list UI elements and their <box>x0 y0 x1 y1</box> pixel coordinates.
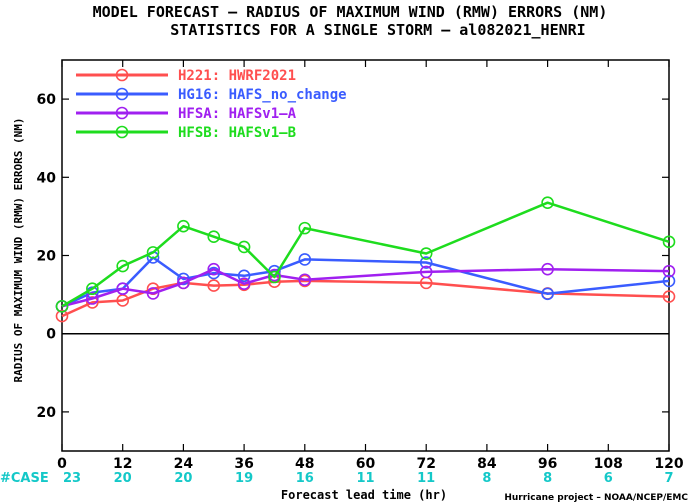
data-point <box>86 292 99 305</box>
case-count: 11 <box>417 471 435 486</box>
data-point <box>662 274 676 288</box>
data-point <box>86 296 99 309</box>
data-point <box>237 269 251 283</box>
data-point <box>207 230 221 244</box>
plot-area <box>61 59 670 452</box>
data-point <box>662 290 676 303</box>
legend-marker <box>115 125 129 139</box>
x-tick-label: 96 <box>538 456 557 472</box>
data-point <box>541 196 554 210</box>
chart-subtitle: STATISTICS FOR A SINGLE STORM – al082021… <box>170 21 585 39</box>
series-0 <box>55 274 676 323</box>
y-tick-label: 20 <box>37 249 57 265</box>
y-tick-label: 0 <box>46 327 56 343</box>
case-count: 11 <box>356 471 374 486</box>
x-axis-label: Forecast lead time (hr) <box>281 488 447 502</box>
case-row-label: #CASE <box>0 471 49 486</box>
series-line <box>61 201 670 308</box>
series-2 <box>55 262 676 313</box>
legend-label: H221: HWRF2021 <box>178 68 296 84</box>
y-tick-label: 40 <box>37 170 57 186</box>
data-point <box>86 282 99 296</box>
plot-frame <box>61 59 670 452</box>
series-3 <box>55 196 676 313</box>
legend: H221: HWRF2021 HG16: HAFS_no_change HFSA: … <box>76 68 347 141</box>
data-point <box>237 277 251 290</box>
x-tick-label: 72 <box>416 456 435 472</box>
data-point <box>419 265 433 279</box>
case-count-row: #CASE 23 20 20 19 16 11 11 8 8 6 7 <box>0 471 674 486</box>
data-point <box>662 235 676 249</box>
x-tick-label: 24 <box>174 456 194 472</box>
x-axis-ticks: 0 12 24 36 48 60 72 84 96 108 120 <box>57 60 684 472</box>
data-point <box>146 246 160 259</box>
data-point <box>419 247 433 260</box>
x-tick-label: 36 <box>234 456 253 472</box>
data-point <box>177 272 190 286</box>
case-count: 19 <box>235 471 253 486</box>
x-tick-label: 48 <box>295 456 314 472</box>
x-tick-label: 108 <box>594 456 623 472</box>
data-point <box>298 253 312 266</box>
x-tick-label: 12 <box>113 456 132 472</box>
legend-label: HFSB: HAFSv1–B <box>178 125 296 141</box>
chart-title: MODEL FORECAST – RADIUS OF MAXIMUM WIND … <box>93 3 608 21</box>
data-point <box>662 264 676 278</box>
y-axis-ticks: 20 0 20 40 60 <box>37 92 669 421</box>
legend-label: HFSA: HAFSv1–A <box>178 106 297 122</box>
data-point <box>116 259 129 273</box>
data-point <box>177 276 190 290</box>
case-count: 6 <box>604 471 613 486</box>
series-layer <box>55 196 676 323</box>
case-count: 20 <box>174 471 192 486</box>
data-point <box>177 219 190 233</box>
case-count: 23 <box>63 471 81 486</box>
data-point <box>207 279 221 292</box>
x-tick-label: 84 <box>477 456 497 472</box>
data-point <box>116 282 129 296</box>
credit-text: Hurricane project – NOAA/NCEP/EMC <box>504 493 688 503</box>
y-axis-label: RADIUS OF MAXIMUM WIND (RMW) ERRORS (NM) <box>12 118 25 383</box>
x-tick-label: 60 <box>356 456 376 472</box>
case-count: 7 <box>664 471 673 486</box>
y-tick-label: 20 <box>37 405 57 421</box>
data-point <box>541 287 554 301</box>
case-count: 8 <box>543 471 552 486</box>
legend-marker <box>115 106 129 120</box>
data-point <box>268 270 281 284</box>
data-point <box>55 309 69 323</box>
case-count: 20 <box>114 471 132 486</box>
case-count: 8 <box>482 471 491 486</box>
case-count: 16 <box>296 471 314 486</box>
data-point <box>55 300 69 313</box>
x-tick-label: 120 <box>654 456 683 472</box>
data-point <box>298 221 312 235</box>
data-point <box>541 262 554 276</box>
legend-marker <box>115 87 129 101</box>
data-point <box>419 256 433 269</box>
x-tick-label: 0 <box>57 456 67 472</box>
legend-label: HG16: HAFS_no_change <box>178 87 347 103</box>
data-point <box>146 287 160 300</box>
data-point <box>207 262 221 276</box>
legend-marker <box>115 68 129 82</box>
y-tick-label: 60 <box>37 92 57 108</box>
data-point <box>237 240 251 254</box>
data-point <box>298 273 312 287</box>
